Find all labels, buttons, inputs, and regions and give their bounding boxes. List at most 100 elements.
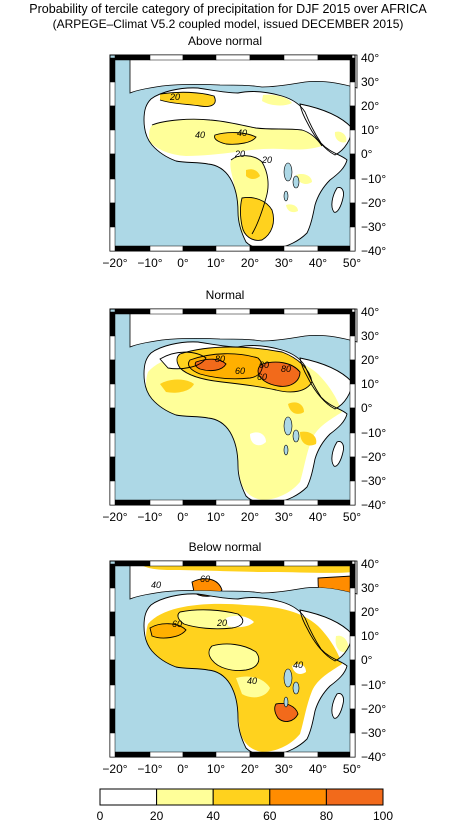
lat-tick-label: 30° [361, 581, 379, 595]
contour-label: 20 [234, 149, 245, 159]
lat-tick-label: 40° [361, 305, 379, 319]
lake [283, 162, 293, 182]
lon-tick-label: 20° [241, 510, 259, 524]
contour-line [151, 118, 323, 147]
contour-label: 80 [215, 354, 225, 364]
contour-label: 20 [261, 155, 272, 165]
lon-tick-label: −10° [137, 762, 162, 776]
contour-label: 40 [151, 580, 161, 590]
lon-tick-label: −20° [102, 510, 127, 524]
lon-tick-label: 0° [177, 256, 189, 270]
figure-subtitle: (ARPEGE–Climat V5.2 coupled model, issue… [52, 17, 404, 31]
lon-tick-label: 30° [275, 762, 293, 776]
lake [292, 429, 300, 443]
contour-label: 40 [247, 676, 257, 686]
lake [283, 416, 293, 436]
lon-tick-label: 40° [309, 510, 327, 524]
contour-line [177, 609, 244, 630]
lat-tick-label: 10° [361, 377, 379, 391]
contour-line [240, 197, 274, 241]
lon-tick-label: 30° [275, 510, 293, 524]
panel-title-below-normal: Below normal [189, 540, 262, 554]
contour-line [257, 361, 301, 387]
contour-label: 60 [200, 574, 210, 584]
lon-tick-label: 50° [343, 256, 361, 270]
lat-tick-label: 20° [361, 353, 379, 367]
lake [292, 681, 300, 695]
lon-tick-label: −20° [102, 256, 127, 270]
lat-tick-label: 10° [361, 629, 379, 643]
map-panel-above-normal: 20 40 40 20 20 Above normal −20° −10° 0° 10° 20° 30… [102, 34, 386, 270]
lake [283, 668, 293, 688]
contour-label: 60 [172, 619, 182, 629]
contour-label: 80 [281, 364, 291, 374]
lon-tick-label: −10° [137, 510, 162, 524]
lat-tick-label: −30° [361, 474, 386, 488]
lat-tick-label: −40° [361, 498, 386, 512]
frame-checker-below-normal [109, 560, 356, 758]
contour-label: 40 [293, 660, 303, 670]
lat-tick-label: −20° [361, 702, 386, 716]
lat-tick-label: 10° [361, 123, 379, 137]
lon-tick-label: −10° [137, 256, 162, 270]
colorbar-label-80: 80 [320, 809, 334, 823]
contour-label: 40 [195, 130, 205, 140]
lon-tick-label: 10° [207, 510, 225, 524]
lat-tick-label: 40° [361, 51, 379, 65]
contour-line [159, 91, 216, 107]
contour-label: 40 [237, 128, 247, 138]
lon-tick-label: 10° [207, 256, 225, 270]
lat-tick-label: −10° [361, 172, 386, 186]
lon-tick-label: 0° [177, 510, 189, 524]
lat-tick-label: −40° [361, 244, 386, 258]
lat-tick-label: −10° [361, 678, 386, 692]
lat-tick-label: −20° [361, 196, 386, 210]
lon-tick-label: 40° [309, 762, 327, 776]
contour-label: 20 [169, 92, 180, 102]
lat-tick-label: 30° [361, 329, 379, 343]
contour-line [208, 643, 260, 671]
contours-above-normal [151, 91, 323, 241]
contour-line [159, 351, 207, 370]
lon-tick-label: 50° [343, 510, 361, 524]
map-panel-normal: 80 60 60 80 60 Normal −20° −10° 0° 10° 20° 30° 40° 50… [102, 288, 386, 524]
contour-line [149, 623, 187, 639]
contour-label: 60 [259, 360, 269, 370]
contours-normal [159, 346, 313, 393]
contour-label: 20 [216, 618, 227, 628]
lon-tick-label: 0° [177, 762, 189, 776]
lat-tick-label: 0° [361, 653, 373, 667]
lat-tick-label: −20° [361, 450, 386, 464]
contour-line [230, 155, 269, 235]
lat-tick-label: 40° [361, 557, 379, 571]
lat-tick-label: −30° [361, 220, 386, 234]
lon-tick-label: −20° [102, 762, 127, 776]
lat-tick-label: −40° [361, 750, 386, 764]
lon-tick-label: 50° [343, 762, 361, 776]
map-fill-below-normal [140, 564, 355, 752]
contour-line [191, 578, 223, 597]
lake [283, 190, 289, 202]
map-fill-above-normal [148, 92, 347, 241]
lat-tick-label: 0° [361, 401, 373, 415]
colorbar-box-1 [156, 788, 214, 806]
colorbar-box-3 [269, 788, 327, 806]
lake [283, 696, 289, 708]
colorbar-label-0: 0 [97, 809, 104, 823]
lake [292, 175, 300, 189]
lat-tick-label: 0° [361, 147, 373, 161]
contour-line [214, 132, 257, 145]
colorbar: 0 20 40 60 80 100 [97, 788, 393, 823]
contour-line [188, 353, 263, 380]
lat-tick-label: 30° [361, 75, 379, 89]
lon-tick-label: 30° [275, 256, 293, 270]
panel-title-above-normal: Above normal [188, 34, 262, 48]
lon-tick-label: 20° [241, 762, 259, 776]
lon-tick-label: 20° [241, 256, 259, 270]
colorbar-box-2 [212, 788, 271, 806]
colorbar-label-100: 100 [373, 809, 393, 823]
lat-tick-label: −30° [361, 726, 386, 740]
map-fill-normal [146, 347, 349, 500]
frame-checker-above-normal [109, 54, 356, 252]
